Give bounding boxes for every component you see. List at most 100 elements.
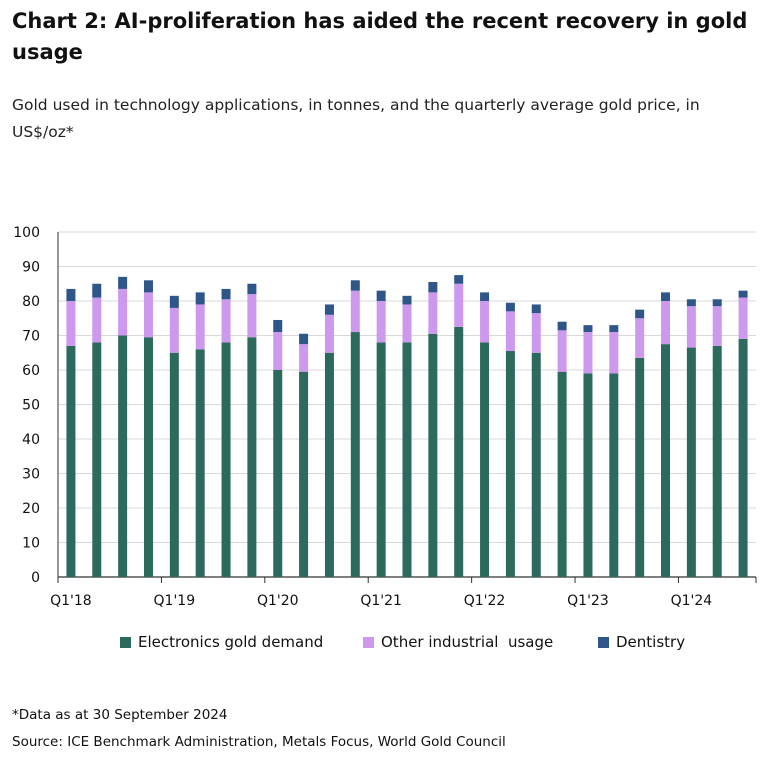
bar-segment-electronics [324,352,334,577]
footnote: *Data as at 30 September 2024 [12,707,228,723]
bar-segment-dentistry [531,304,541,314]
y-tick-label: 50 [22,398,40,414]
y-tick-label: 100 [13,225,40,241]
bar-segment-electronics [583,373,593,577]
chart-title: Chart 2: AI-proliferation has aided the … [12,9,748,64]
legend-item-dentistry: Dentistry [598,633,685,651]
bar-segment-electronics [609,373,619,577]
bar-segment-electronics [712,345,722,577]
bar-segment-dentistry [143,280,153,293]
bar-segment-dentistry [583,325,593,333]
stacked-bar-chart: 0 10 20 30 40 50 60 70 80 90 100 Q1'18 Q1'19 Q1'20 Q1'… [13,225,757,609]
legend-label-electronics: Electronics gold demand [138,633,324,651]
bar-segment-electronics [66,345,76,577]
bar-segment-dentistry [221,288,231,300]
bar-segment-other [686,306,696,348]
bar-segment-other [247,294,257,338]
bar-segment-electronics [635,357,645,577]
legend-label-dentistry: Dentistry [616,633,686,651]
legend-swatch-other-industrial [363,636,374,648]
bar-segment-other [143,292,153,338]
bar-segment-other [635,318,645,358]
legend-swatch-electronics [120,636,131,648]
bar-segment-electronics [299,371,309,577]
bar-segment-dentistry [686,299,696,307]
bar-segment-dentistry [635,309,645,319]
bar-segment-dentistry [350,280,360,291]
bar-segment-electronics [92,342,102,577]
bar-segment-electronics [557,371,567,577]
bar-segment-dentistry [92,283,102,298]
bar-segment-other [661,301,671,345]
bar-segment-other [273,332,283,370]
bar-segment-other [221,299,231,343]
bar-segment-dentistry [712,299,722,307]
y-tick-label: 20 [22,501,40,517]
x-tick-label: Q1'24 [671,593,713,609]
legend-label-other-industrial: Other industrial usage [381,633,554,651]
chart-subtitle: Gold used in technology applications, in… [12,96,700,141]
bar-segment-other [712,306,722,346]
bar-segment-electronics [428,333,438,577]
bar-segment-dentistry [247,283,257,295]
bar-segment-electronics [221,342,231,577]
bar-segment-other [299,344,309,372]
legend-item-electronics: Electronics gold demand [120,633,323,651]
chart-legend: Electronics gold demand Other industrial… [0,633,768,659]
bar-segment-electronics [686,347,696,577]
bar-segment-electronics [143,337,153,577]
bar-segment-dentistry [480,292,490,301]
bar-segment-dentistry [324,304,334,315]
bar-segment-electronics [376,342,386,577]
bar-segment-dentistry [661,292,671,301]
bar-segment-other [505,311,515,352]
bar-segment-other [324,314,334,353]
bar-segment-electronics [738,338,748,577]
bar-segment-other [428,292,438,334]
bar-segment-other [454,283,464,327]
bar-segment-other [376,301,386,343]
x-tick-label: Q1'20 [257,593,299,609]
y-tick-label: 10 [22,536,40,552]
bar-segment-electronics [402,342,412,577]
bar-segment-other [350,290,360,333]
bar-segment-dentistry [557,321,567,331]
bar-segment-other [480,301,490,343]
bar-segment-electronics [118,335,128,577]
bar-segment-other [66,301,76,346]
legend-swatch-dentistry [598,636,609,648]
bar-segment-dentistry [454,275,464,284]
y-tick-label: 60 [22,363,40,379]
bar-segment-electronics [350,332,360,577]
bar-segment-electronics [273,370,283,577]
bar-segment-dentistry [299,333,309,345]
source-note: Source: ICE Benchmark Administration, Me… [12,734,506,750]
bar-segment-dentistry [118,276,128,289]
bar-segment-other [557,330,567,372]
x-tick-label: Q1'23 [567,593,609,609]
bar-segment-other [738,297,748,339]
bar-segment-dentistry [273,319,283,333]
bar-segment-other [118,288,128,336]
bar-segment-electronics [505,351,515,577]
y-tick-label: 90 [22,260,40,276]
y-tick-label: 80 [22,294,40,310]
bar-segment-other [609,332,619,374]
bar-segment-other [195,304,205,350]
bar-segment-other [169,307,179,353]
bar-segment-electronics [531,352,541,577]
bar-segment-dentistry [66,288,76,301]
y-tick-label: 70 [22,329,40,345]
x-tick-label: Q1'19 [154,593,196,609]
y-tick-label: 30 [22,467,40,483]
bar-segment-electronics [454,326,464,577]
y-tick-label: 40 [22,432,40,448]
bar-segment-other [583,332,593,374]
bar-segment-dentistry [738,290,748,298]
bar-segment-dentistry [169,295,179,308]
y-tick-label: 0 [31,570,40,586]
bar-segment-other [402,304,412,343]
bar-segment-electronics [169,352,179,577]
x-tick-label: Q1'22 [464,593,506,609]
bar-segment-dentistry [195,292,205,305]
